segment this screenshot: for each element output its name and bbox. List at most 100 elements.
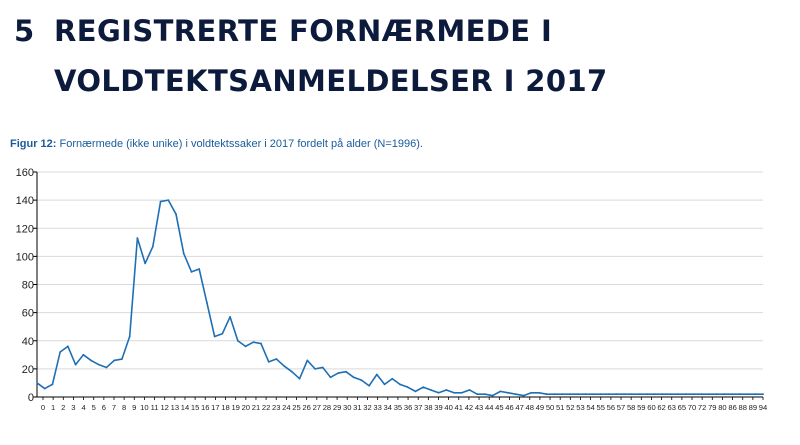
data-point — [669, 393, 672, 396]
data-point — [121, 358, 123, 360]
x-tick-label: 15 — [191, 403, 199, 412]
x-tick-label: 8 — [122, 403, 126, 412]
data-point — [383, 383, 386, 386]
x-tick-label: 94 — [759, 403, 767, 412]
x-tick-label: 65 — [678, 403, 686, 412]
data-point — [244, 345, 247, 348]
x-tick-label: 58 — [627, 403, 635, 412]
x-tick-label: 34 — [384, 403, 392, 412]
x-tick-label: 89 — [749, 403, 757, 412]
x-tick-label: 32 — [363, 403, 371, 412]
data-point — [151, 245, 154, 248]
data-point — [321, 366, 324, 369]
data-point — [445, 389, 448, 391]
x-tick-label: 54 — [586, 403, 594, 412]
data-point — [167, 199, 170, 202]
data-point — [414, 390, 417, 393]
data-point — [453, 391, 455, 394]
data-point — [646, 393, 649, 396]
data-point — [422, 386, 425, 389]
data-point — [460, 391, 463, 394]
data-point — [236, 339, 239, 342]
data-point — [182, 252, 185, 255]
x-tick-label: 9 — [132, 403, 136, 412]
data-point — [638, 393, 641, 396]
x-tick-label: 33 — [373, 403, 381, 412]
data-point — [329, 376, 332, 379]
data-point — [136, 237, 139, 239]
x-tick-label: 38 — [424, 403, 432, 412]
x-tick-label: 28 — [323, 403, 331, 412]
y-tick-label: 80 — [22, 280, 34, 292]
data-point — [97, 363, 100, 366]
y-tick-label: 160 — [16, 167, 34, 179]
data-point — [275, 358, 278, 360]
x-tick-label: 23 — [272, 403, 280, 412]
data-point — [368, 384, 371, 387]
data-point — [43, 387, 46, 390]
data-point — [715, 393, 718, 396]
section-title-line-2: VOLDTEKTSANMELDELSER I 2017 — [54, 64, 608, 98]
data-point — [406, 386, 409, 389]
x-tick-label: 70 — [688, 403, 696, 412]
data-point — [391, 377, 394, 380]
data-point — [499, 390, 502, 393]
data-point — [576, 393, 579, 396]
data-point — [592, 393, 594, 396]
data-point — [90, 359, 92, 362]
x-tick-label: 79 — [708, 403, 716, 412]
x-tick-label: 1 — [51, 403, 55, 412]
x-tick-label: 13 — [171, 403, 179, 412]
data-point — [113, 359, 116, 362]
x-tick-label: 25 — [292, 403, 300, 412]
data-point — [375, 373, 378, 376]
x-tick-label: 12 — [160, 403, 168, 412]
data-point — [82, 353, 85, 356]
data-point — [723, 393, 726, 396]
x-tick-label: 44 — [485, 403, 493, 412]
data-point — [221, 332, 224, 335]
data-point — [190, 270, 193, 273]
data-point — [538, 391, 540, 394]
x-tick-label: 2 — [61, 403, 65, 412]
data-point — [267, 360, 270, 363]
x-tick-label: 47 — [515, 403, 523, 412]
figure-label: Figur 12: — [10, 138, 57, 150]
data-point — [252, 341, 255, 344]
x-tick-label: 6 — [102, 403, 106, 412]
x-tick-label: 72 — [698, 403, 706, 412]
x-tick-label: 57 — [617, 403, 625, 412]
x-tick-label: 11 — [151, 403, 159, 412]
data-point — [553, 393, 556, 396]
data-point — [754, 393, 757, 396]
y-tick-label: 20 — [22, 364, 34, 376]
x-tick-label: 36 — [404, 403, 412, 412]
data-point — [468, 389, 471, 391]
data-point — [298, 377, 301, 380]
y-tick-label: 0 — [28, 392, 34, 404]
x-tick-label: 50 — [546, 403, 554, 412]
y-tick-label: 140 — [16, 195, 34, 207]
data-point — [105, 366, 108, 369]
data-point — [128, 335, 131, 338]
data-point — [314, 367, 316, 370]
x-tick-label: 3 — [71, 403, 75, 412]
data-point — [159, 200, 162, 203]
x-tick-label: 80 — [718, 403, 726, 412]
x-tick-label: 4 — [81, 403, 85, 412]
x-tick-label: 42 — [465, 403, 473, 412]
data-point — [738, 393, 741, 396]
x-tick-label: 63 — [668, 403, 676, 412]
data-point — [337, 372, 340, 374]
data-point — [283, 365, 286, 367]
y-tick-label: 40 — [22, 336, 34, 348]
x-tick-label: 18 — [221, 403, 229, 412]
data-point — [476, 393, 479, 396]
data-point — [484, 393, 486, 396]
data-point — [746, 393, 749, 396]
data-point — [677, 393, 679, 396]
x-tick-label: 31 — [353, 403, 361, 412]
x-tick-label: 88 — [738, 403, 746, 412]
x-tick-label: 20 — [242, 403, 250, 412]
